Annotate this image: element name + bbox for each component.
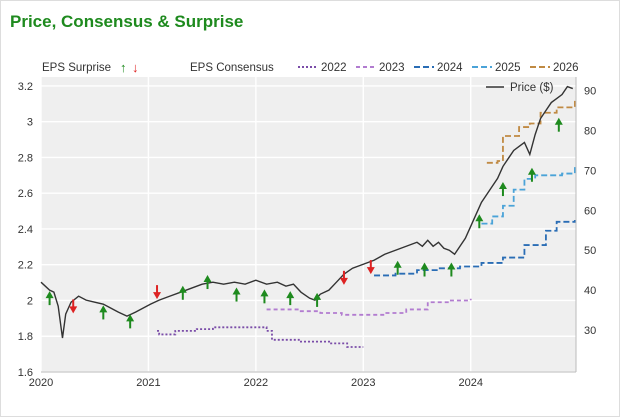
up-arrow-icon [260,289,269,297]
surprise-marker-7 [203,275,212,290]
consensus-line-2023 [266,298,472,316]
axes: 2020 2021 2022 2023 2024 1.6 1.8 2 2.2 2.4 2.6 2.8 3… [18,77,596,389]
surprise-marker-4 [126,314,135,329]
up-arrow-icon [99,305,108,313]
surprise-markers [45,117,563,329]
surprise-marker-2 [69,299,78,314]
legend-label-2024: 2024 [437,62,463,74]
legend: EPS Surprise ↑ ↓ EPS Consensus 2022 2023 2… [42,60,579,75]
up-arrow-icon [554,117,563,125]
y-left-tick-label-2.8: 2.8 [18,152,33,164]
up-arrow-icon [498,182,507,190]
legend-eps-consensus: EPS Consensus [190,62,274,74]
surprise-marker-16 [447,262,456,277]
legend-label-2023: 2023 [379,62,405,74]
surprise-marker-6 [178,285,187,300]
y-left-tick-label-2.6: 2.6 [18,188,33,200]
surprise-marker-12 [339,270,348,285]
chart-title: Price, Consensus & Surprise [10,12,244,31]
y-left-tick-label-1.6: 1.6 [18,367,33,379]
consensus-lines [157,100,576,348]
consensus-line-2022 [157,326,364,348]
y-right-tick-label-70: 70 [584,165,596,177]
x-tick-label-2022: 2022 [244,377,268,389]
surprise-marker-9 [260,289,269,304]
x-tick-label-2024: 2024 [458,377,482,389]
up-arrow-icon [313,292,322,300]
up-arrow-icon [393,260,402,268]
y-right-tick-label-90: 90 [584,86,596,98]
up-arrow-icon [420,262,429,270]
surprise-marker-13 [366,260,375,275]
y-left-tick-label-2.4: 2.4 [18,224,33,236]
y-right-tick-label-30: 30 [584,325,596,337]
surprise-marker-11 [313,292,322,307]
price-legend-label: Price ($) [510,82,554,94]
y-left-tick-label-2.2: 2.2 [18,260,33,272]
surprise-marker-10 [286,291,295,306]
y-right-tick-label-60: 60 [584,205,596,217]
down-arrow-icon [339,277,348,285]
surprise-marker-19 [527,167,536,182]
up-arrow-icon [45,291,54,299]
up-arrow-icon [203,275,212,283]
up-arrow-icon [475,214,484,222]
up-arrow-icon [527,167,536,175]
up-arrow-icon [126,314,135,322]
down-arrow-icon: ↓ [132,60,139,75]
legend-years: 2022 2023 2024 2025 2026 [298,62,579,74]
legend-label-2022: 2022 [321,62,347,74]
grid [40,77,576,373]
consensus-line-2026 [486,100,576,164]
up-arrow-icon [447,262,456,270]
legend-label-2025: 2025 [495,62,521,74]
y-right-tick-label-80: 80 [584,125,596,137]
y-left-tick-label-3: 3 [27,117,33,129]
y-left-tick-label-3.2: 3.2 [18,81,33,93]
x-tick-label-2021: 2021 [136,377,160,389]
price-legend: Price ($) [486,82,554,94]
consensus-line-2024 [374,220,576,277]
y-right-tick-label-40: 40 [584,285,596,297]
down-arrow-icon [366,267,375,275]
down-arrow-icon [69,306,78,314]
up-arrow-icon [178,285,187,293]
y-right-tick-label-50: 50 [584,245,596,257]
x-tick-label-2020: 2020 [29,377,53,389]
y-left-tick-label-2: 2 [27,295,33,307]
legend-eps-surprise: EPS Surprise [42,62,111,74]
up-arrow-icon: ↑ [120,60,127,75]
surprise-marker-15 [420,262,429,277]
surprise-marker-20 [554,117,563,132]
consensus-line-2025 [481,164,576,225]
surprise-marker-8 [232,287,241,302]
up-arrow-icon [286,291,295,299]
y-left-tick-label-1.8: 1.8 [18,331,33,343]
down-arrow-icon [153,292,162,300]
surprise-marker-18 [498,182,507,197]
x-tick-label-2023: 2023 [351,377,375,389]
surprise-marker-17 [475,214,484,229]
surprise-marker-1 [45,291,54,306]
surprise-marker-3 [99,305,108,320]
legend-label-2026: 2026 [553,62,579,74]
surprise-marker-14 [393,260,402,275]
surprise-marker-5 [153,285,162,300]
up-arrow-icon [232,287,241,295]
